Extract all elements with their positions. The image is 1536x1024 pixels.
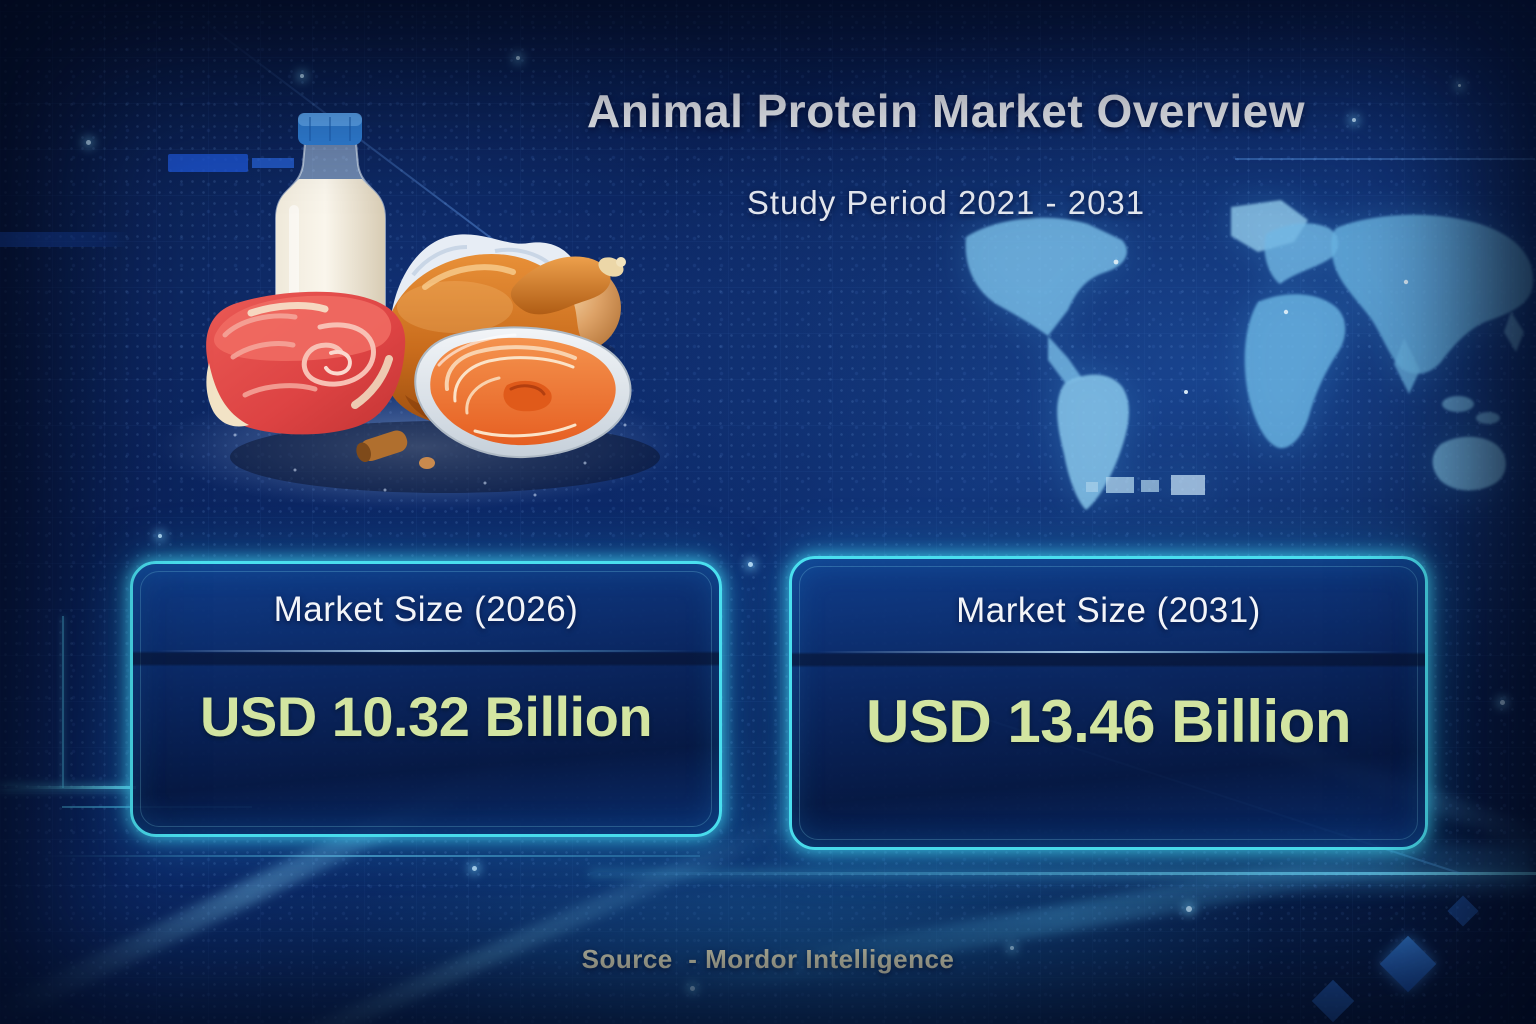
card-label-2031: Market Size (2031) [956, 591, 1261, 630]
glow-particle [472, 866, 477, 871]
glow-particle [1352, 118, 1356, 122]
card-value-2026: USD 10.32 Billion [199, 685, 653, 748]
data-block [168, 154, 248, 172]
glow-particle [1458, 84, 1461, 87]
header: Animal Protein Market Overview Study Per… [356, 0, 1536, 222]
market-size-2031-card: Market Size (2031) USD 13.46 Billion [789, 556, 1428, 850]
page-title: Animal Protein Market Overview [586, 85, 1306, 137]
light-beam [830, 845, 1536, 891]
continent-shapes [965, 200, 1534, 510]
glow-particle [158, 534, 162, 538]
glow-particle [690, 986, 695, 991]
map-accent-blocks [1086, 259, 1409, 495]
card-label-2026: Market Size (2026) [273, 590, 579, 629]
data-block [0, 232, 128, 247]
card-value-2031: USD 13.46 Billion [866, 688, 1351, 755]
glow-particle [1010, 946, 1014, 950]
study-period-subtitle: Study Period 2021 - 2031 [746, 184, 1146, 221]
cinnamon-stick-illustration [356, 430, 435, 469]
data-block [252, 158, 294, 168]
world-map-image [965, 200, 1534, 510]
market-size-2026-card: Market Size (2026) USD 10.32 Billion [130, 561, 722, 837]
beef-illustration [206, 291, 406, 435]
circuit-line [1235, 158, 1535, 160]
circuit-line [40, 855, 700, 857]
salmon-steak-illustration [414, 326, 632, 459]
animal-protein-foods-image [155, 95, 700, 515]
glow-particle [86, 140, 91, 145]
glow-particle [300, 74, 304, 78]
glow-particle [516, 56, 520, 60]
source-attribution: Source - Mordor Intelligence [581, 944, 955, 974]
circuit-line [62, 616, 64, 788]
glow-particle [748, 562, 753, 567]
glow-particle [1500, 700, 1505, 705]
circuit-line [0, 786, 136, 789]
card-divider [792, 639, 1425, 673]
glow-particle [1186, 906, 1192, 912]
card-divider [133, 638, 719, 672]
circuit-line [590, 872, 1536, 875]
